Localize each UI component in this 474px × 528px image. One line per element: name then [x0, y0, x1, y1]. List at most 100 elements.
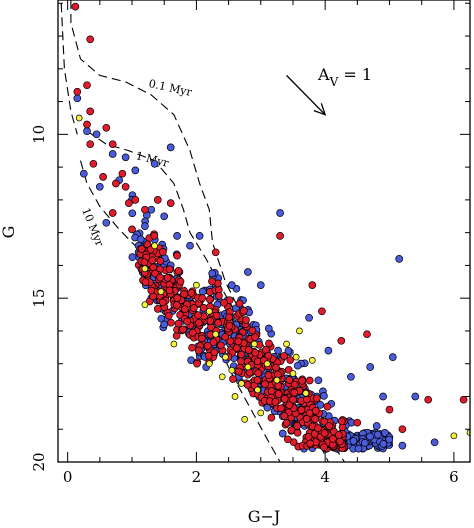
data-point	[316, 401, 325, 409]
data-point	[198, 294, 207, 302]
y-axis-label: G	[0, 226, 18, 239]
data-point	[265, 339, 273, 348]
data-point	[92, 130, 101, 139]
data-point	[95, 182, 104, 191]
data-point	[320, 392, 328, 400]
data-point	[238, 380, 245, 387]
data-point	[229, 375, 237, 383]
data-point	[210, 348, 219, 357]
data-point	[336, 437, 344, 446]
data-point	[310, 429, 319, 438]
data-point	[156, 273, 165, 282]
data-point	[283, 435, 292, 444]
data-point	[75, 114, 83, 122]
data-point	[231, 393, 239, 400]
data-point	[173, 294, 182, 303]
data-point	[267, 413, 276, 422]
data-point	[253, 376, 262, 384]
data-point	[280, 352, 288, 360]
data-point	[353, 418, 362, 427]
data-point	[79, 169, 88, 178]
data-point	[237, 357, 245, 366]
data-point	[194, 311, 202, 320]
data-point	[398, 425, 407, 434]
data-point	[128, 209, 137, 218]
data-point	[181, 305, 189, 314]
data-point	[176, 277, 185, 286]
data-point	[363, 330, 371, 339]
data-point	[131, 166, 140, 175]
data-point	[308, 357, 316, 364]
data-point	[284, 347, 293, 355]
data-point	[170, 340, 178, 348]
data-point	[205, 307, 213, 315]
data-point	[159, 248, 167, 256]
data-point	[289, 370, 297, 377]
data-point	[188, 343, 196, 352]
data-point	[334, 431, 343, 439]
data-point	[153, 196, 162, 204]
data-point	[274, 382, 283, 390]
data-point	[311, 415, 319, 423]
data-point	[276, 209, 284, 217]
data-point	[398, 441, 407, 450]
data-point	[244, 346, 253, 354]
data-point	[372, 422, 381, 430]
data-point	[293, 422, 302, 430]
data-point	[296, 327, 303, 335]
isochrone-line	[70, 0, 345, 462]
data-point	[83, 127, 91, 135]
data-point	[285, 401, 294, 410]
data-point	[216, 341, 225, 350]
data-point	[379, 440, 388, 448]
data-point	[248, 326, 257, 335]
data-point	[156, 257, 165, 265]
data-point	[147, 205, 156, 214]
data-point	[257, 409, 265, 417]
data-point	[235, 299, 244, 308]
data-point	[99, 173, 107, 181]
data-point	[173, 232, 181, 240]
data-point	[188, 328, 197, 337]
x-tick-label: 6	[449, 468, 459, 486]
data-point	[430, 438, 439, 447]
data-point	[313, 394, 321, 403]
data-point	[141, 278, 150, 287]
data-point	[173, 251, 181, 260]
data-point	[251, 333, 259, 342]
data-point	[250, 340, 258, 348]
data-point	[225, 313, 233, 322]
data-point	[337, 417, 346, 426]
data-point	[274, 370, 282, 379]
data-point	[459, 395, 468, 404]
data-point	[323, 402, 332, 411]
data-point	[83, 120, 91, 129]
data-point	[151, 242, 158, 250]
data-point	[280, 395, 289, 403]
data-point	[271, 398, 280, 406]
data-point	[242, 316, 250, 324]
data-point	[318, 307, 326, 316]
data-point	[225, 321, 234, 330]
x-tick-label: 0	[63, 468, 73, 486]
data-point	[244, 363, 252, 371]
extinction-vector: AV = 1	[286, 65, 372, 116]
data-point	[150, 159, 159, 168]
data-point	[215, 291, 223, 300]
data-point	[314, 376, 323, 385]
y-tick-label: 20	[30, 452, 48, 471]
data-point	[240, 306, 248, 315]
data-point	[121, 182, 130, 191]
data-point	[186, 241, 194, 250]
data-point	[293, 361, 302, 370]
data-point	[385, 435, 394, 444]
data-point	[73, 94, 82, 103]
data-point	[190, 304, 198, 312]
data-point	[128, 253, 137, 261]
extinction-arrow	[286, 74, 326, 116]
data-point	[320, 443, 328, 451]
data-point	[193, 281, 200, 289]
data-point	[347, 372, 355, 381]
axis-ticks	[58, 0, 470, 463]
